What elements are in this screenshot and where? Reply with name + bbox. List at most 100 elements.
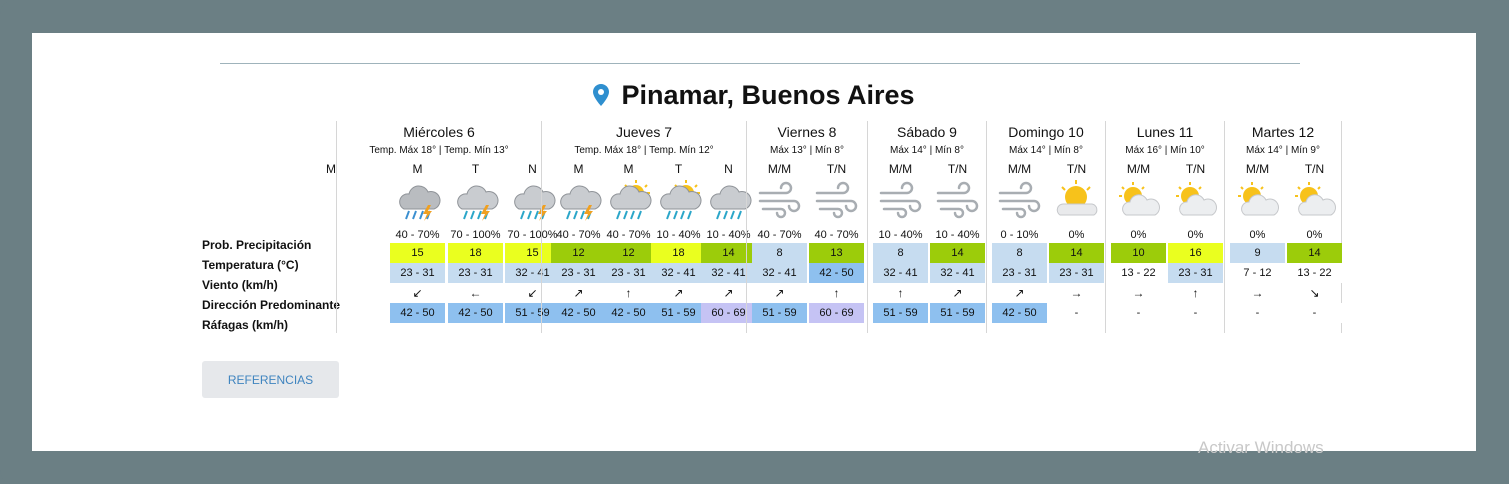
- wind-direction-icon: ↗: [673, 286, 684, 300]
- period-label: N: [528, 162, 537, 176]
- wind-cell: 32 - 41: [701, 263, 756, 283]
- forecast-slot: M 40 - 70% 12 23 - 31 ↑ 42 - 50: [600, 121, 657, 333]
- day-column: Domingo 10 Máx 14° | Mín 8° M/M 0 - 10% 8 23 …: [986, 121, 1105, 333]
- gust-cell: 51 - 59: [873, 303, 928, 323]
- page-title: Pinamar, Buenos Aires: [32, 77, 1476, 113]
- wind-icon: [757, 179, 803, 221]
- wind-cell: 23 - 31: [551, 263, 606, 283]
- temperature-cell: 12: [601, 243, 656, 263]
- temperature-cell: 13: [809, 243, 864, 263]
- forecast-slot: T/N 0% 14 23 - 31 → -: [1048, 121, 1105, 333]
- day-name: Miércoles 6: [403, 124, 475, 140]
- wind-cell: 23 - 31: [390, 263, 445, 283]
- gust-cell: -: [1049, 303, 1104, 323]
- label-prob: Prob. Precipitación: [202, 238, 312, 252]
- wind-cell: 23 - 31: [601, 263, 656, 283]
- temperature-cell: 14: [930, 243, 985, 263]
- temperature-cell: 12: [551, 243, 606, 263]
- precip-probability: 0 - 10%: [1000, 229, 1039, 241]
- wind-cell: 32 - 41: [651, 263, 706, 283]
- period-label: M/M: [1245, 162, 1270, 176]
- forecast-slot: T 70 - 100% 18 23 - 31 ← 42 - 50: [447, 121, 504, 333]
- partly-sunny-icon: [1054, 179, 1100, 221]
- wind-direction-icon: ↑: [1192, 286, 1199, 300]
- forecast-slot: T/N 0% 16 23 - 31 ↑ -: [1167, 121, 1224, 333]
- precip-probability: 40 - 70%: [395, 229, 440, 241]
- forecast-slot: M/M 0% 9 7 - 12 → -: [1229, 121, 1286, 333]
- gust-cell: -: [1168, 303, 1223, 323]
- wind-cell: 13 - 22: [1287, 263, 1342, 283]
- gust-cell: -: [1111, 303, 1166, 323]
- wind-direction-icon: ↑: [897, 286, 904, 300]
- wind-icon: [935, 179, 981, 221]
- precip-probability: 40 - 70%: [606, 229, 651, 241]
- wind-cell: 23 - 31: [448, 263, 503, 283]
- temperature-cell: 14: [1049, 243, 1104, 263]
- precip-probability: 70 - 100%: [507, 229, 558, 241]
- precip-probability: 70 - 100%: [450, 229, 501, 241]
- forecast-slot: M 40 - 70% 12 23 - 31 ↗ 42 - 50: [550, 121, 607, 333]
- wind-direction-icon: ↑: [833, 286, 840, 300]
- forecast-slot: M 40 - 70% 15 23 - 31 ↙ 42 - 50: [389, 121, 446, 333]
- period-label: M/M: [1007, 162, 1032, 176]
- temperature-cell: 8: [992, 243, 1047, 263]
- forecast-slot: T/N 10 - 40% 14 32 - 41 ↗ 51 - 59: [929, 121, 986, 333]
- sun-rain-icon: [606, 179, 652, 221]
- day-column: Miércoles 6 Temp. Máx 18° | Temp. Mín 13°…: [326, 121, 560, 333]
- temperature-cell: 15: [505, 243, 560, 263]
- day-temp-range: Máx 14° | Mín 8°: [890, 145, 964, 156]
- sun-rain-icon: [656, 179, 702, 221]
- gust-cell: -: [1287, 303, 1342, 323]
- day-temp-range: Máx 14° | Mín 8°: [1009, 145, 1083, 156]
- wind-direction-icon: →: [1251, 286, 1264, 300]
- precip-probability: 10 - 40%: [878, 229, 923, 241]
- forecast-slot: M/M 40 - 70% 8 32 - 41 ↗ 51 - 59: [751, 121, 808, 333]
- period-label: T/N: [1066, 162, 1087, 176]
- period-label: M/M: [888, 162, 913, 176]
- wind-icon: [997, 179, 1043, 221]
- wind-direction-icon: ↗: [1014, 286, 1025, 300]
- wind-direction-icon: →: [1132, 286, 1145, 300]
- forecast-slot: N 10 - 40% 14 32 - 41 ↗ 60 - 69: [700, 121, 757, 333]
- temperature-cell: 15: [390, 243, 445, 263]
- temperature-cell: 8: [873, 243, 928, 263]
- wind-direction-icon: ←: [469, 286, 482, 300]
- precip-probability: 10 - 40%: [935, 229, 980, 241]
- gust-cell: 60 - 69: [809, 303, 864, 323]
- day-column: Martes 12 Máx 14° | Mín 9° M/M 0% 9 7 - 12 → - T…: [1224, 121, 1342, 333]
- temperature-cell: 16: [1168, 243, 1223, 263]
- temperature-cell: 14: [701, 243, 756, 263]
- temperature-cell: 9: [1230, 243, 1285, 263]
- gust-cell: 42 - 50: [390, 303, 445, 323]
- gust-cell: 51 - 59: [651, 303, 706, 323]
- wind-cell: 13 - 22: [1111, 263, 1166, 283]
- gust-cell: 42 - 50: [551, 303, 606, 323]
- gust-cell: 51 - 59: [930, 303, 985, 323]
- period-label: T/N: [1304, 162, 1325, 176]
- label-temp: Temperatura (°C): [202, 258, 299, 272]
- day-name: Lunes 11: [1136, 124, 1194, 140]
- forecast-slot: M/M 10 - 40% 8 32 - 41 ↑ 51 - 59: [872, 121, 929, 333]
- precip-probability: 40 - 70%: [556, 229, 601, 241]
- wind-cell: 23 - 31: [1049, 263, 1104, 283]
- period-label: T: [471, 162, 480, 176]
- gust-cell: 42 - 50: [601, 303, 656, 323]
- precip-probability: 0%: [1130, 229, 1147, 241]
- day-column: Viernes 8 Máx 13° | Mín 8° M/M 40 - 70% 8 32 …: [746, 121, 867, 333]
- wind-direction-icon: ↙: [527, 286, 538, 300]
- references-button[interactable]: REFERENCIAS: [202, 361, 339, 398]
- sun-cloud-icon: [1235, 179, 1281, 221]
- rain-storm-icon: [556, 179, 602, 221]
- precip-probability: 40 - 70%: [814, 229, 859, 241]
- precip-probability: 40 - 70%: [757, 229, 802, 241]
- day-temp-range: Máx 16° | Mín 10°: [1125, 145, 1205, 156]
- gust-cell: 51 - 59: [752, 303, 807, 323]
- day-temp-range: Máx 13° | Mín 8°: [770, 145, 844, 156]
- wind-cell: 23 - 31: [992, 263, 1047, 283]
- period-label: T/N: [1185, 162, 1206, 176]
- day-temp-range: Máx 14° | Mín 9°: [1246, 145, 1320, 156]
- precip-probability: 0%: [1068, 229, 1085, 241]
- wind-icon: [878, 179, 924, 221]
- precip-probability: 10 - 40%: [656, 229, 701, 241]
